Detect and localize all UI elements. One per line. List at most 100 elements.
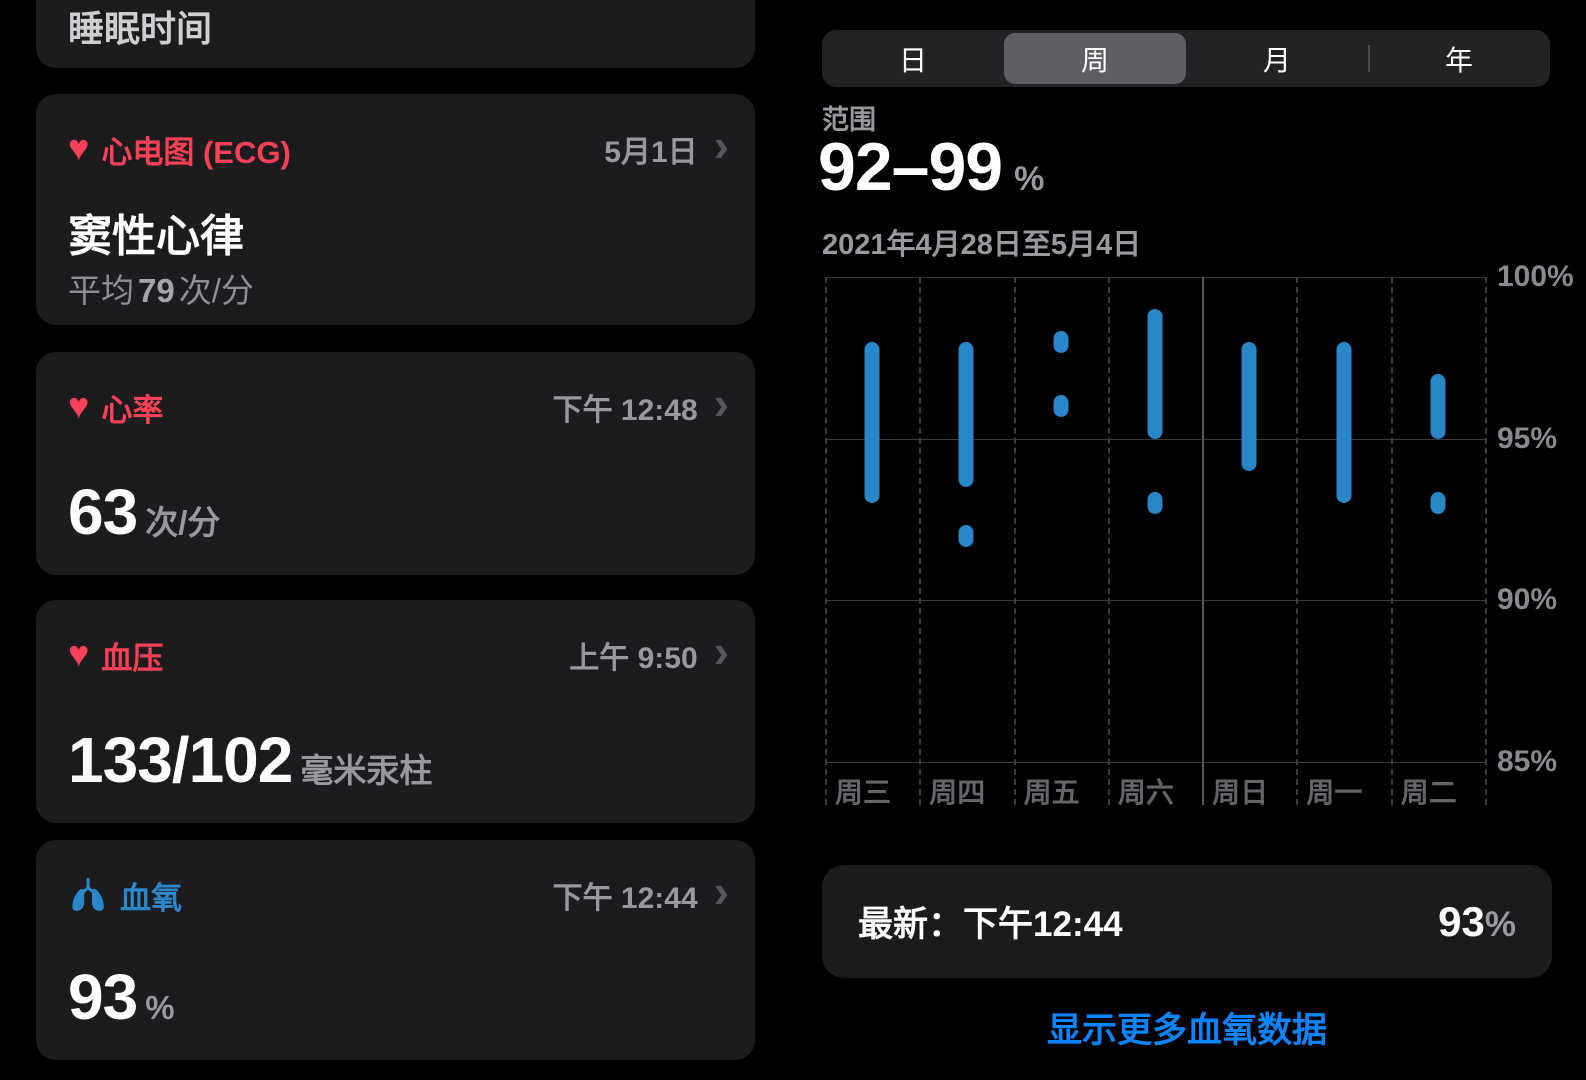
y-axis-label: 100% [1497, 260, 1574, 293]
oxygen-data-dot [958, 524, 974, 547]
heart-rate-card-header: ♥ 心率 下午 12:48 › [68, 380, 729, 430]
oxygen-data-dot [1053, 395, 1069, 418]
x-axis-label: 周四 [929, 777, 986, 808]
ecg-card-header: ♥ 心电图 (ECG) 5月1日 › [68, 122, 729, 172]
chevron-right-icon: › [713, 865, 729, 917]
blood-pressure-card-header: ♥ 血压 上午 9:50 › [68, 628, 729, 678]
segmented-selection-pill [1004, 33, 1186, 84]
blood-pressure-title-label: 血压 [101, 640, 164, 676]
oxygen-range-bar [1147, 309, 1163, 439]
latest-time: 下午12:44 [963, 905, 1123, 944]
ecg-detail-value: 79 [138, 272, 175, 309]
blood-pressure-value: 133/102 [68, 724, 293, 796]
blood-oxygen-unit: % [145, 989, 175, 1026]
blood-oxygen-title-label: 血氧 [120, 880, 182, 916]
blood-oxygen-card[interactable]: 血氧 下午 12:44 › 93 % [36, 840, 755, 1060]
gridline-vertical [1202, 277, 1205, 805]
oxygen-range-bar [1430, 374, 1446, 439]
blood-pressure-card-meta: 上午 9:50 › [569, 628, 729, 678]
lungs-icon [72, 878, 104, 911]
oxygen-data-dot [1430, 492, 1446, 515]
heart-icon: ♥ [68, 385, 90, 426]
gridline-vertical [825, 277, 827, 805]
ecg-detail: 平均 79 次/分 [68, 264, 254, 312]
heart-rate-card-meta: 下午 12:48 › [552, 380, 729, 430]
ecg-detail-unit: 次/分 [178, 272, 254, 309]
gridline-horizontal [825, 438, 1485, 440]
x-axis-label: 周二 [1400, 777, 1457, 808]
gridline-vertical [919, 277, 922, 805]
blood-pressure-card-title: ♥ 血压 [68, 633, 163, 678]
segmented-separator [1368, 45, 1370, 72]
latest-value: 93 [1438, 897, 1485, 945]
gridline-horizontal [825, 277, 1485, 278]
heart-rate-value-row: 63 次/分 [68, 475, 220, 549]
latest-label: 最新： [858, 905, 964, 944]
blood-oxygen-card-header: 血氧 下午 12:44 › [68, 868, 729, 918]
ecg-card[interactable]: ♥ 心电图 (ECG) 5月1日 › 窦性心律 平均 79 次/分 [36, 94, 755, 325]
blood-pressure-value-row: 133/102 毫米汞柱 [68, 723, 432, 797]
summary-range-value: 92–99 [818, 129, 1003, 205]
x-axis-label: 周五 [1023, 777, 1080, 808]
tab-week[interactable]: 周 [1080, 44, 1109, 76]
chevron-right-icon: › [713, 625, 729, 677]
summary-value-row: 92–99 % [818, 128, 1044, 206]
y-axis-label: 90% [1497, 583, 1558, 617]
blood-oxygen-time: 下午 12:44 [552, 882, 698, 915]
blood-oxygen-card-meta: 下午 12:44 › [552, 868, 729, 918]
oxygen-range-bar [958, 341, 974, 488]
ecg-title-label: 心电图 (ECG) [101, 134, 291, 170]
blood-oxygen-value-row: 93 % [68, 960, 175, 1034]
x-axis-label: 周日 [1212, 777, 1269, 808]
oxygen-range-bar [1336, 341, 1352, 504]
sleep-card-title: 睡眠时间 [68, 8, 213, 49]
x-axis-label: 周三 [835, 777, 892, 808]
blood-pressure-unit: 毫米汞柱 [300, 752, 433, 789]
tab-day[interactable]: 日 [898, 44, 927, 76]
oxygen-chart[interactable]: 100% 95% 90% 85% 周三 周四 周五 周六 周日 周一 周二 [825, 260, 1574, 808]
latest-unit: % [1484, 904, 1516, 944]
heart-rate-time: 下午 12:48 [552, 394, 698, 427]
blood-pressure-card[interactable]: ♥ 血压 上午 9:50 › 133/102 毫米汞柱 [36, 600, 755, 823]
ecg-detail-prefix: 平均 [68, 272, 134, 309]
gridline-vertical [1013, 277, 1016, 805]
sleep-card[interactable]: 睡眠时间 [36, 0, 755, 68]
gridline-vertical [1485, 277, 1487, 805]
blood-oxygen-card-title: 血氧 [68, 873, 182, 918]
chevron-right-icon: › [713, 119, 729, 171]
tab-month[interactable]: 月 [1262, 44, 1291, 76]
latest-reading-card: 最新：下午12:44 93 % [822, 865, 1552, 978]
x-axis-label: 周一 [1306, 777, 1363, 808]
gridline-vertical [1296, 277, 1299, 805]
oxygen-range-bar [1241, 341, 1257, 471]
heart-rate-unit: 次/分 [145, 504, 221, 541]
oxygen-data-dot [1053, 330, 1069, 353]
chevron-right-icon: › [713, 377, 729, 429]
heart-rate-card-title: ♥ 心率 [68, 385, 163, 430]
summary-label: 范围 [822, 105, 876, 135]
blood-oxygen-value: 93 [68, 961, 138, 1033]
blood-pressure-time: 上午 9:50 [569, 642, 698, 675]
heart-rate-card[interactable]: ♥ 心率 下午 12:48 › 63 次/分 [36, 352, 755, 575]
summary-range-unit: % [1014, 160, 1045, 198]
heart-rate-title-label: 心率 [101, 392, 164, 428]
show-more-oxygen-data-link[interactable]: 显示更多血氧数据 [1046, 1011, 1327, 1050]
latest-reading-text: 最新：下午12:44 [858, 896, 1438, 947]
x-axis-label: 周六 [1117, 777, 1174, 808]
tab-year[interactable]: 年 [1444, 44, 1473, 76]
ecg-card-title: ♥ 心电图 (ECG) [68, 127, 291, 172]
y-axis-label: 85% [1497, 745, 1558, 778]
gridline-vertical [1390, 277, 1393, 805]
summary-date-range: 2021年4月28日至5月4日 [822, 229, 1142, 261]
ecg-card-meta: 5月1日 › [604, 122, 729, 172]
ecg-date: 5月1日 [604, 136, 698, 169]
gridline-vertical [1107, 277, 1110, 805]
time-range-segmented-control[interactable]: 日 周 月 年 [822, 30, 1550, 87]
gridline-horizontal [825, 600, 1485, 602]
oxygen-data-dot [1147, 492, 1163, 515]
oxygen-range-bar [864, 341, 880, 504]
heart-icon: ♥ [68, 127, 90, 168]
heart-icon: ♥ [68, 633, 90, 674]
heart-rate-value: 63 [68, 476, 138, 548]
